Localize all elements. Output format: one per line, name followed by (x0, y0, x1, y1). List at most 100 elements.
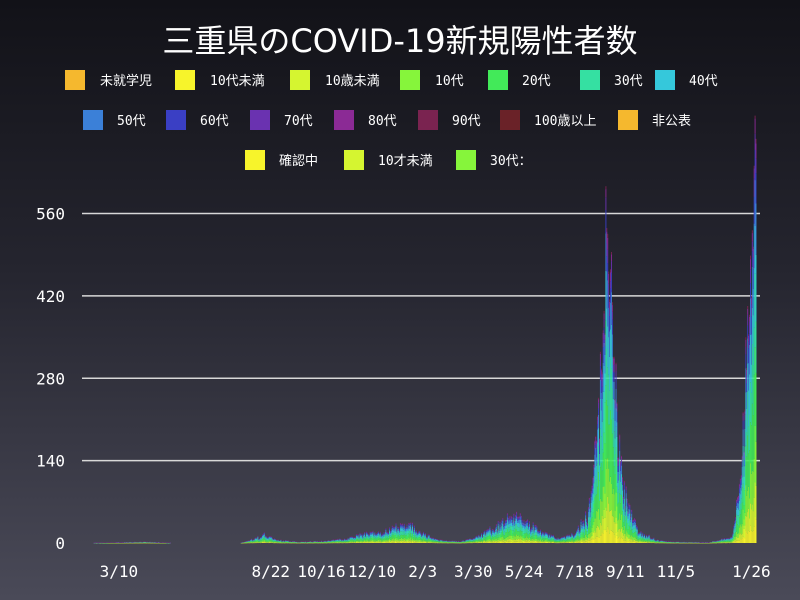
bar-segment (414, 537, 416, 540)
bar-segment (428, 540, 430, 542)
bar-segment (350, 539, 352, 541)
bar-segment (381, 540, 383, 542)
bar-segment (362, 541, 364, 543)
bar-segment (534, 525, 536, 526)
bar-segment (472, 542, 474, 543)
bar-segment (540, 529, 541, 531)
bar-segment (481, 535, 483, 537)
bar-segment (340, 541, 342, 542)
bar-segment (539, 534, 541, 536)
bar-segment (517, 517, 518, 519)
bar-segment (529, 522, 530, 525)
bar-segment (530, 529, 532, 532)
daily-bar (390, 528, 392, 543)
daily-bar (468, 539, 470, 544)
bar-segment (340, 541, 342, 543)
daily-bar (452, 540, 454, 544)
bar-segment (516, 516, 518, 520)
bar-segment (423, 537, 425, 541)
bar-segment (399, 531, 401, 533)
bar-segment (471, 541, 473, 542)
bar-segment (468, 540, 470, 541)
bar-segment (416, 538, 418, 540)
bar-segment (384, 536, 386, 539)
bar-segment (495, 525, 497, 528)
bar-segment (433, 541, 435, 543)
bar-segment (490, 541, 492, 543)
bar-segment (483, 536, 485, 540)
bar-segment (364, 537, 366, 541)
bar-segment (489, 534, 491, 540)
daily-bar (399, 529, 401, 543)
daily-bar (162, 542, 164, 544)
daily-bar (503, 523, 505, 543)
daily-bar (304, 541, 306, 544)
bar-segment (488, 530, 490, 531)
bar-segment (250, 539, 252, 541)
bar-segment (532, 523, 534, 525)
bar-segment (373, 538, 375, 541)
daily-bar (369, 531, 371, 543)
bar-segment (405, 535, 407, 540)
bar-segment (514, 531, 516, 537)
daily-bar (457, 541, 459, 544)
bar-segment (471, 539, 472, 541)
bar-segment (388, 540, 390, 542)
bar-segment (514, 528, 516, 532)
daily-bar (328, 540, 330, 544)
daily-bar (136, 541, 138, 544)
bar-segment (424, 537, 425, 539)
daily-bar (99, 542, 101, 544)
bar-segment (386, 534, 388, 536)
bar-segment (350, 538, 352, 540)
bar-segment (530, 527, 532, 529)
bar-segment (415, 542, 417, 543)
daily-bar (381, 533, 383, 543)
legend-swatch (175, 70, 195, 90)
bar-segment (468, 541, 470, 543)
bar-segment (379, 533, 381, 535)
bar-segment (499, 534, 501, 538)
daily-bar (483, 530, 485, 543)
bar-segment (520, 541, 522, 543)
bar-segment (531, 529, 533, 530)
bar-segment (489, 528, 491, 530)
bar-segment (408, 541, 410, 543)
bar-segment (534, 527, 536, 530)
bar-segment (355, 536, 357, 538)
bar-segment (499, 541, 501, 543)
bar-segment (401, 531, 402, 535)
bar-segment (378, 541, 380, 543)
bar-segment (517, 526, 518, 532)
bar-segment (532, 533, 534, 539)
bar-segment (378, 538, 380, 541)
daily-bar (347, 537, 349, 544)
bar-segment (393, 528, 395, 531)
bar-segment (366, 540, 367, 542)
bar-segment (360, 535, 362, 537)
bar-segment (526, 523, 528, 526)
bar-segment (514, 523, 516, 526)
bar-segment (413, 533, 414, 536)
bar-segment (494, 531, 495, 532)
bar-segment (511, 517, 513, 519)
bar-segment (493, 532, 495, 535)
daily-bar (278, 540, 280, 544)
bar-segment (517, 518, 518, 521)
bar-segment (527, 521, 529, 523)
bar-segment (265, 537, 267, 538)
bar-segment (378, 540, 380, 542)
bar-segment (383, 538, 385, 540)
bar-segment (489, 527, 491, 529)
daily-bar (250, 539, 251, 544)
bar-segment (356, 537, 358, 540)
bar-segment (384, 540, 386, 542)
bar-segment (532, 538, 534, 541)
bar-segment (476, 542, 478, 543)
daily-bar (122, 542, 123, 544)
bar-segment (499, 522, 501, 524)
bar-segment (413, 526, 415, 527)
bar-segment (440, 541, 442, 543)
bar-segment (519, 515, 521, 517)
daily-bar (491, 532, 493, 543)
